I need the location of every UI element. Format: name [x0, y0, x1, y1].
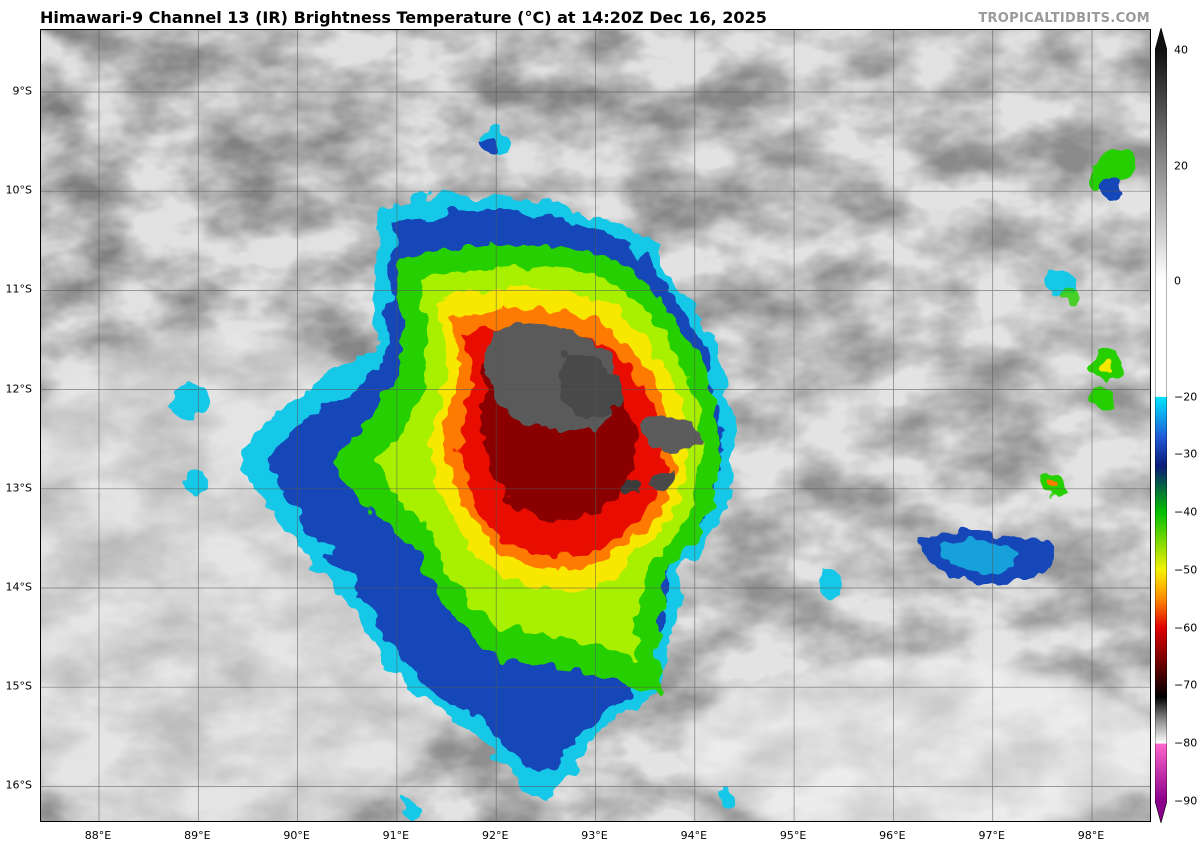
colorbar-tick-label: −70	[1174, 678, 1198, 692]
lat-lon-grid	[41, 30, 1150, 821]
overshooting-tops	[488, 322, 702, 496]
longitude-label: 92°E	[481, 829, 509, 842]
longitude-label: 91°E	[382, 829, 410, 842]
core-gray-east	[640, 416, 702, 450]
longitude-label: 95°E	[779, 829, 807, 842]
longitude-label: 90°E	[283, 829, 310, 842]
latitude-label: 11°S	[5, 282, 32, 296]
longitude-label: 88°E	[84, 829, 112, 842]
colorbar-tick-label: −60	[1174, 621, 1198, 635]
satellite-image-map[interactable]	[40, 29, 1151, 822]
core-dark-spot-2	[651, 470, 675, 490]
latitude-label: 16°S	[5, 778, 32, 792]
cloud-mass-southeast	[681, 660, 1150, 821]
latitude-label: 15°S	[5, 679, 32, 693]
longitude-label: 97°E	[978, 829, 1005, 842]
longitude-label: 98°E	[1077, 829, 1105, 842]
colorbar-tick-label: −40	[1174, 505, 1198, 519]
colorbar-tick-label: −80	[1174, 736, 1198, 750]
colorbar-tick-label: 40	[1174, 43, 1188, 57]
latitude-label: 10°S	[5, 183, 32, 197]
colorbar-tick-label: 20	[1174, 159, 1188, 173]
longitude-label: 93°E	[581, 829, 608, 842]
colorbar-tick-label: 0	[1174, 274, 1181, 288]
core-dark-spot	[624, 480, 644, 496]
latitude-label: 13°S	[5, 481, 32, 495]
site-credit: TROPICALTIDBITS.COM	[978, 11, 1150, 26]
colorbar-tick-label: −30	[1174, 447, 1198, 461]
core-gray-secondary	[559, 354, 624, 420]
colorbar-tick-label: −50	[1174, 563, 1198, 577]
colorbar-tick-label: −20	[1174, 390, 1198, 404]
tropical-storm	[241, 195, 734, 801]
longitude-label: 96°E	[879, 829, 906, 842]
latitude-label: 14°S	[5, 580, 32, 594]
temperature-colorbar	[1155, 28, 1167, 823]
satellite-image	[41, 30, 1150, 821]
colorbar-tick-label: −90	[1174, 794, 1198, 808]
colorbar-body	[1155, 28, 1167, 823]
latitude-label: 9°S	[12, 84, 32, 98]
latitude-label: 12°S	[5, 382, 32, 396]
longitude-label: 89°E	[184, 829, 211, 842]
map-title: Himawari-9 Channel 13 (IR) Brightness Te…	[40, 8, 767, 27]
longitude-label: 94°E	[680, 829, 708, 842]
